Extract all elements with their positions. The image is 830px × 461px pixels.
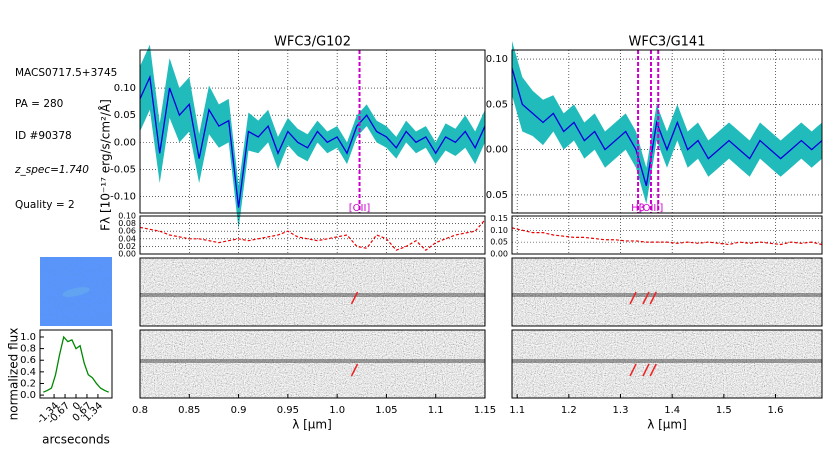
x-tick-label: 1.05: [375, 405, 397, 416]
y-tick-label: 0.00: [486, 145, 508, 156]
y-tick-label: 0.10: [114, 83, 136, 94]
y-tick-label: 0.05: [486, 99, 508, 110]
spectrum-2d-trace: [512, 293, 822, 297]
error-band: [140, 44, 485, 230]
spectrum-2d-frame: [511, 257, 823, 327]
y-tick-label: 0.02: [118, 242, 136, 251]
y-tick-label: 0.10: [486, 54, 508, 65]
redshift: z_spec=1.740: [14, 164, 89, 176]
y-tick-label: 0.00: [490, 250, 508, 259]
y-tick-label: 0.06: [118, 227, 136, 236]
spectrum-2d-trace: [140, 359, 485, 363]
x-axis-label: λ [μm]: [292, 418, 332, 432]
y-axis-label: Fλ [10⁻¹⁷ erg/s/cm²/Å]: [98, 99, 113, 231]
y-tick-label: 0.05: [114, 110, 136, 121]
y-tick-label: 0.10: [118, 212, 136, 221]
y-tick-label: 0.04: [118, 234, 136, 243]
x-tick-label: 0.85: [178, 405, 200, 416]
x-tick-label: 0.95: [277, 405, 299, 416]
x-tick-label: 1.1: [428, 405, 444, 416]
x-tick-label: 1.1: [509, 405, 525, 416]
x-tick-label: 1.5: [716, 405, 732, 416]
x-tick-label: 1.15: [474, 405, 496, 416]
x-tick-label: 0.9: [231, 405, 247, 416]
x-axis-label: λ [μm]: [647, 418, 687, 432]
x-tick-label: 1.4: [664, 405, 680, 416]
thumbnail-source: [62, 287, 90, 297]
emission-label: [OII]: [349, 203, 371, 214]
spectrum-2d-frame: [139, 329, 486, 399]
line-arrow: [350, 291, 359, 305]
x-tick-label: 1.2: [561, 405, 577, 416]
y-tick-label: 0.08: [118, 219, 136, 228]
y-tick-label: 0.6: [20, 355, 36, 366]
x-axis-label: arcseconds: [42, 433, 110, 447]
data-line: [43, 335, 109, 393]
y-tick-label: 0.4: [20, 367, 36, 378]
panel-title: WFC3/G102: [274, 35, 351, 50]
spectrum-2d: [140, 330, 485, 398]
spectrum-2d-frame: [139, 257, 486, 327]
spectrum-2d-trace: [140, 293, 485, 297]
emission-label: [OIII]: [639, 203, 664, 214]
spectrum-2d: [512, 330, 822, 398]
y-tick-label: -0.10: [110, 192, 136, 203]
panel-frame: [39, 329, 113, 399]
spectrum-2d: [512, 258, 822, 326]
spectrum-2d-trace: [512, 359, 822, 363]
y-axis-label: normalized flux: [7, 328, 21, 421]
emission-label: Hβ: [631, 203, 645, 214]
data-line: [139, 74, 486, 208]
data-line: [511, 227, 823, 246]
data-line: [511, 67, 823, 187]
panel-frame: [139, 215, 486, 255]
y-tick-label: -0.05: [110, 165, 136, 176]
x-tick-label: 1.3: [613, 405, 629, 416]
line-arrow: [649, 363, 657, 377]
y-tick-label: 0.10: [490, 226, 508, 235]
line-arrow: [649, 291, 657, 305]
panel-frame: [511, 215, 823, 255]
field-name: MACS0717.5+3745: [15, 67, 117, 79]
x-tick-label: 1.6: [768, 405, 784, 416]
panel-frame: [139, 49, 486, 214]
position-angle: PA = 280: [15, 98, 63, 110]
y-tick-label: 0.8: [20, 344, 36, 355]
line-arrow: [629, 291, 637, 305]
line-arrow: [642, 291, 650, 305]
object-id: ID #90378: [15, 130, 72, 142]
y-tick-label: 0.05: [486, 190, 508, 201]
y-tick-label: 1.0: [20, 332, 36, 343]
error-band: [512, 40, 822, 204]
y-tick-label: 0.2: [20, 378, 36, 389]
spectrum-2d: [140, 258, 485, 326]
quality: Quality = 2: [15, 199, 75, 211]
y-tick-label: 0.15: [490, 214, 508, 223]
line-arrow: [350, 363, 359, 377]
y-tick-label: 0.00: [114, 137, 136, 148]
spectrum-2d-frame: [511, 329, 823, 399]
data-line: [139, 219, 486, 251]
x-tick-label: 1.0: [329, 405, 345, 416]
y-tick-label: 0.05: [490, 238, 508, 247]
panel-frame: [511, 49, 823, 214]
y-tick-label: 0.0: [20, 390, 36, 401]
panel-title: WFC3/G141: [629, 35, 706, 50]
line-arrow: [642, 363, 650, 377]
line-arrow: [629, 363, 637, 377]
x-tick-label: 0.8: [132, 405, 148, 416]
y-tick-label: 0.00: [118, 250, 136, 259]
